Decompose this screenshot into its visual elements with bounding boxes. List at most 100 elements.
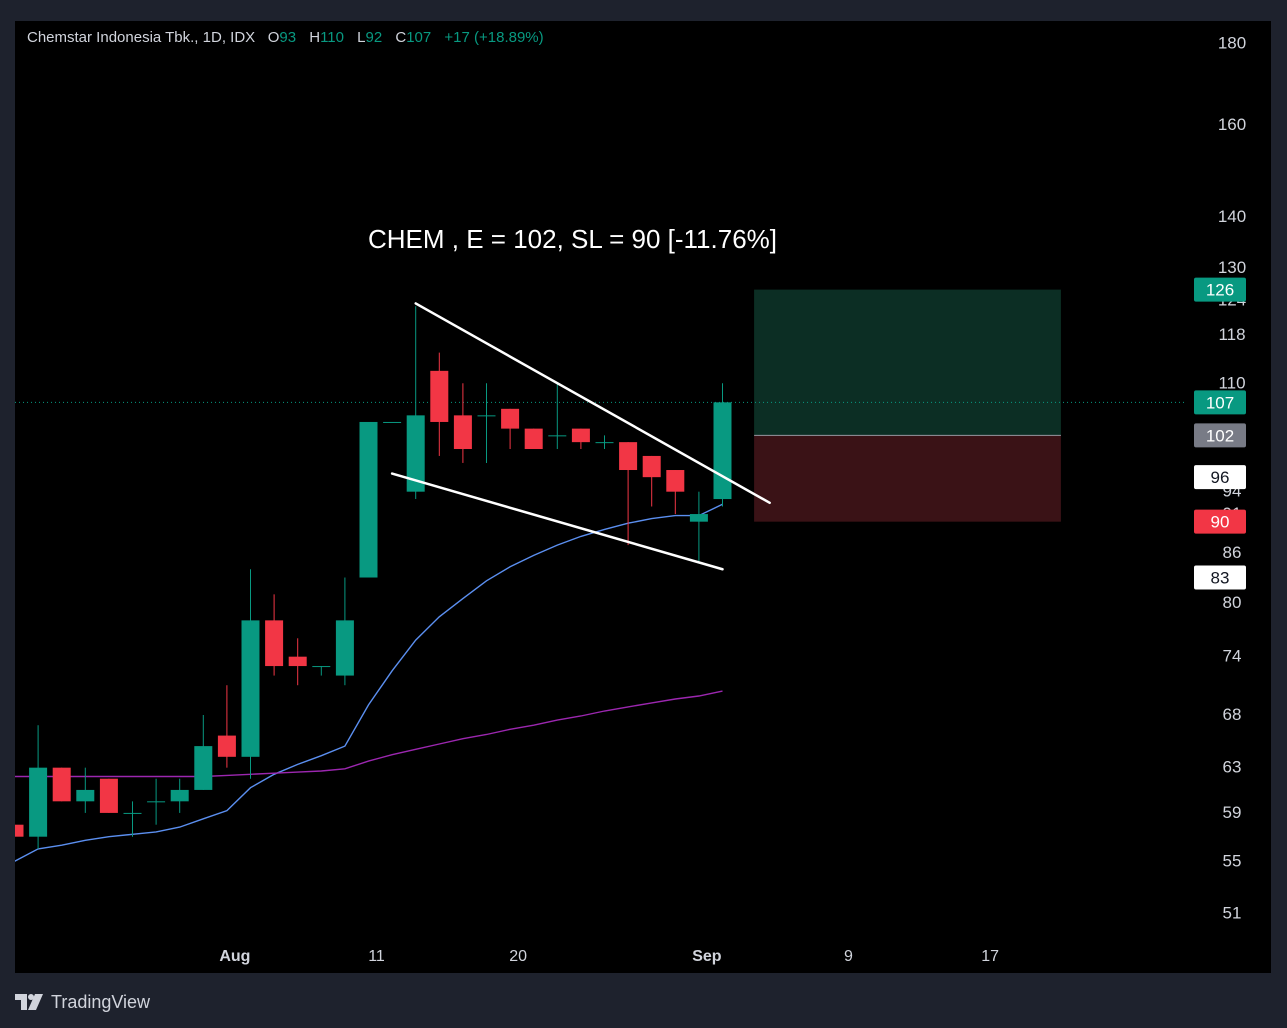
candle — [501, 408, 520, 450]
candle — [453, 383, 472, 463]
price-label: 126 — [1194, 277, 1246, 302]
candle — [194, 714, 213, 790]
change-value: +17 (+18.89%) — [444, 29, 544, 46]
target-zone — [754, 289, 1061, 436]
price-label-box — [1194, 509, 1246, 534]
candle-body — [619, 442, 638, 471]
candle — [595, 435, 614, 450]
x-tick-label: 20 — [509, 948, 527, 965]
candle-body — [52, 767, 71, 802]
candle-body — [29, 767, 48, 837]
candle — [217, 685, 236, 768]
price-label-text: 96 — [1211, 468, 1230, 487]
low-value: 92 — [365, 29, 383, 46]
candle — [170, 778, 189, 813]
candle-body — [548, 435, 567, 437]
candle-body — [666, 470, 685, 492]
candle — [335, 577, 354, 686]
wedge-trendline-1 — [414, 302, 771, 505]
candle — [15, 824, 24, 837]
candle-body — [335, 620, 354, 676]
candle — [29, 725, 48, 849]
y-tick-label: 110 — [1218, 373, 1245, 392]
candle — [288, 638, 307, 686]
wedge-trendline-2 — [390, 472, 724, 571]
close-value: 107 — [406, 29, 432, 46]
candle-body — [76, 789, 95, 802]
y-tick-label: 59 — [1223, 803, 1242, 822]
candle-body — [524, 428, 543, 450]
tradingview-logo[interactable]: TradingView — [15, 990, 150, 1014]
candle-body — [147, 801, 166, 803]
candle — [312, 666, 331, 676]
candle — [642, 455, 661, 507]
candle — [619, 442, 638, 546]
price-label: 90 — [1194, 509, 1246, 534]
price-label-box — [1194, 390, 1246, 415]
high-value: 110 — [320, 29, 344, 46]
price-label-box — [1194, 565, 1246, 590]
x-tick-label: 9 — [844, 948, 853, 965]
price-label-box — [1194, 465, 1246, 490]
price-label: 83 — [1194, 565, 1246, 590]
chart-pane[interactable]: 1801601401301241181109491868074686359555… — [15, 21, 1271, 973]
candle-body — [571, 428, 590, 443]
candle-body — [501, 408, 520, 429]
y-tick-label: 68 — [1223, 705, 1242, 724]
candle-body — [217, 735, 236, 757]
candle-body — [359, 421, 378, 578]
candle — [571, 428, 590, 450]
candle — [241, 569, 260, 779]
y-tick-label: 63 — [1223, 758, 1242, 777]
price-label-box — [1194, 423, 1246, 448]
y-tick-label: 180 — [1218, 34, 1246, 53]
candle — [666, 470, 685, 515]
candle — [524, 428, 543, 450]
candle-body — [689, 514, 708, 522]
candle-body — [642, 455, 661, 478]
price-label-box — [1194, 277, 1246, 302]
candle — [548, 383, 567, 450]
price-label-text: 126 — [1206, 281, 1234, 300]
candle-body — [170, 789, 189, 802]
candle-body — [194, 746, 213, 790]
candle — [359, 421, 378, 578]
trade-annotation-text[interactable]: CHEM , E = 102, SL = 90 [-11.76%] — [368, 224, 777, 254]
candle — [99, 778, 118, 813]
low-label: L — [357, 29, 366, 46]
y-tick-label: 86 — [1223, 543, 1242, 562]
open-label: O — [267, 29, 280, 46]
stop-zone — [754, 435, 1061, 522]
candle-body — [406, 415, 425, 492]
candle — [123, 801, 142, 837]
symbol-name[interactable]: Chemstar Indonesia Tbk., 1D, IDX — [27, 29, 256, 46]
candle-body — [312, 666, 331, 668]
candle — [689, 491, 708, 562]
candle — [383, 421, 402, 423]
high-label: H — [309, 29, 321, 46]
candle-body — [477, 415, 496, 417]
price-label-text: 83 — [1211, 569, 1230, 588]
price-label: 107 — [1194, 390, 1246, 415]
candle-body — [265, 620, 284, 667]
x-tick-label: Sep — [692, 948, 722, 965]
candle-body — [595, 442, 614, 444]
candle — [265, 594, 284, 676]
candle-body — [430, 370, 449, 422]
x-tick-label: Aug — [219, 948, 250, 965]
y-tick-label: 140 — [1218, 207, 1246, 226]
price-chart[interactable]: 1801601401301241181109491868074686359555… — [15, 21, 1271, 973]
symbol-legend: Chemstar Indonesia Tbk., 1D, IDX O93 H11… — [27, 29, 553, 46]
y-tick-label: 118 — [1218, 325, 1245, 344]
candle-body — [123, 812, 142, 814]
candle-body — [241, 620, 260, 757]
candle — [406, 306, 425, 500]
y-tick-label: 160 — [1218, 115, 1246, 134]
candle — [430, 352, 449, 456]
candle — [76, 767, 95, 813]
candle — [477, 383, 496, 463]
candle-body — [15, 824, 24, 837]
candle-body — [383, 421, 402, 423]
x-tick-label: 17 — [981, 948, 999, 965]
price-label: 102 — [1194, 423, 1246, 448]
